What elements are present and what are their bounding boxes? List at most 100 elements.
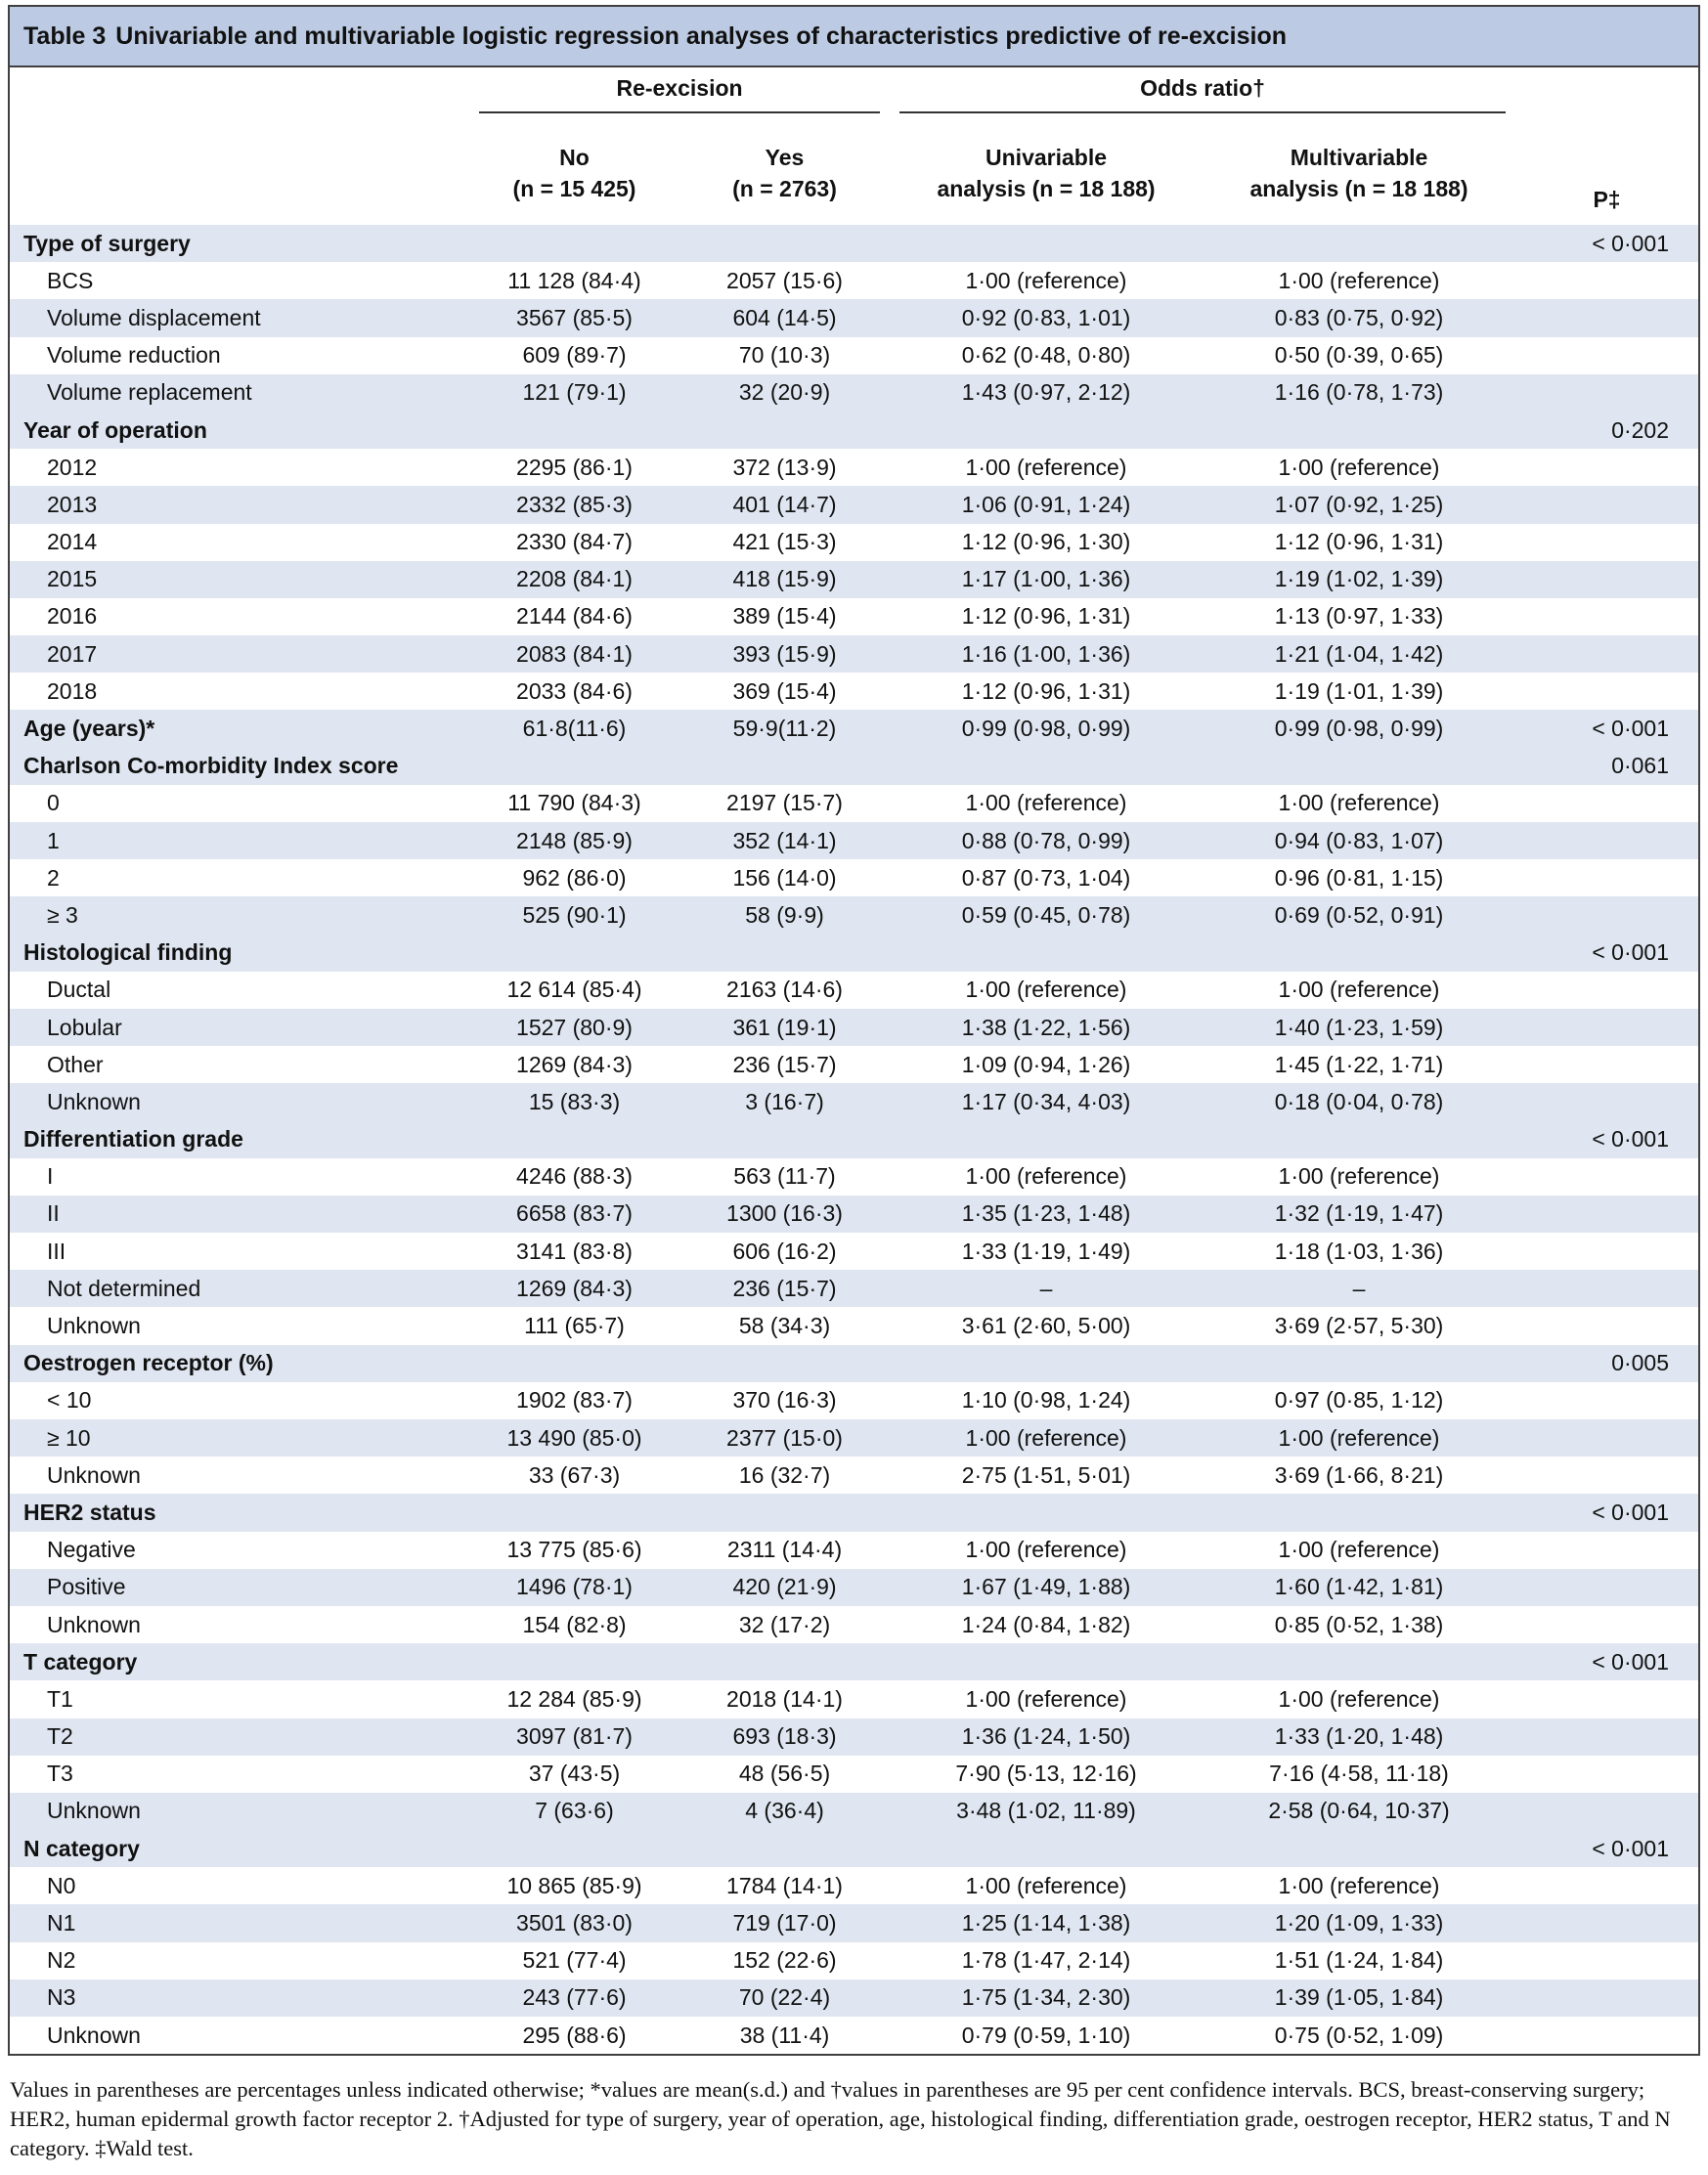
cell-univariable: 1·43 (0·97, 2·12) <box>890 373 1204 412</box>
cell-no: 2330 (84·7) <box>469 523 679 561</box>
cell-p-value <box>1515 1270 1699 1308</box>
cell-multivariable: 1·32 (1·19, 1·47) <box>1203 1195 1516 1234</box>
cell-p-value <box>1515 1008 1699 1047</box>
cell-p-value <box>1515 896 1699 935</box>
cell-univariable: 0·79 (0·59, 1·10) <box>890 2017 1204 2055</box>
cell-yes: 352 (14·1) <box>679 822 891 860</box>
table-body: Type of surgery < 0·001 BCS 11 128 (84·4) 20… <box>10 225 1699 2055</box>
cell-no: 243 (77·6) <box>469 1979 679 2017</box>
row-label: Charlson Co-morbidity Index score <box>10 747 469 785</box>
cell-p-value <box>1515 1457 1699 1495</box>
row-label: 2015 <box>10 560 469 598</box>
cell-multivariable: 0·85 (0·52, 1·38) <box>1203 1605 1516 1644</box>
cell-p-value <box>1515 784 1699 822</box>
cell-yes: 2057 (15·6) <box>679 262 891 300</box>
cell-multivariable: 1·16 (0·78, 1·73) <box>1203 373 1516 412</box>
table-row: T3 37 (43·5) 48 (56·5) 7·90 (5·13, 12·16) 7·… <box>10 1755 1699 1793</box>
row-label: T category <box>10 1643 469 1681</box>
table-row: 1 2148 (85·9) 352 (14·1) 0·88 (0·78, 0·99) 0… <box>10 822 1699 860</box>
cell-p-value <box>1515 1419 1699 1457</box>
cell-multivariable: 0·94 (0·83, 1·07) <box>1203 822 1516 860</box>
cell-p-value <box>1515 673 1699 711</box>
cell-multivariable: 1·00 (reference) <box>1203 1680 1516 1718</box>
cell-yes: 152 (22·6) <box>679 1941 891 1979</box>
cell-univariable: 1·12 (0·96, 1·31) <box>890 597 1204 636</box>
cell-univariable: 7·90 (5·13, 12·16) <box>890 1755 1204 1793</box>
row-label: T2 <box>10 1718 469 1756</box>
cell-yes: 2197 (15·7) <box>679 784 891 822</box>
cell-multivariable <box>1203 934 1516 972</box>
cell-yes: 421 (15·3) <box>679 523 891 561</box>
cell-univariable: 1·00 (reference) <box>890 971 1204 1009</box>
table-row: N3 243 (77·6) 70 (22·4) 1·75 (1·34, 2·30) 1·… <box>10 1979 1699 2017</box>
cell-yes: 2311 (14·4) <box>679 1531 891 1569</box>
cell-multivariable: 2·58 (0·64, 10·37) <box>1203 1792 1516 1831</box>
table-header: Re-excision Odds ratio† No (n = 15 425) Y… <box>10 67 1698 225</box>
header-multivariable: Multivariable analysis (n = 18 188) <box>1249 145 1468 201</box>
cell-p-value: < 0·001 <box>1515 1643 1699 1681</box>
cell-p-value <box>1515 299 1699 337</box>
row-label: Oestrogen receptor (%) <box>10 1344 469 1382</box>
header-group-reexcision: Re-excision <box>469 67 890 121</box>
table-row: I 4246 (88·3) 563 (11·7) 1·00 (reference) 1·… <box>10 1157 1699 1196</box>
row-label: 2016 <box>10 597 469 636</box>
table-row: Not determined 1269 (84·3) 236 (15·7) – – <box>10 1270 1699 1308</box>
row-label: Age (years)* <box>10 710 469 748</box>
cell-yes: 38 (11·4) <box>679 2017 891 2055</box>
cell-multivariable: 1·40 (1·23, 1·59) <box>1203 1008 1516 1047</box>
cell-univariable: 1·36 (1·24, 1·50) <box>890 1718 1204 1756</box>
table-title: Univariable and multivariable logistic r… <box>115 22 1287 50</box>
table-container: Table 3 Univariable and multivariable log… <box>8 5 1700 2163</box>
cell-univariable <box>890 411 1204 450</box>
cell-p-value <box>1515 1755 1699 1793</box>
cell-multivariable: 1·00 (reference) <box>1203 784 1516 822</box>
table-row: Unknown 15 (83·3) 3 (16·7) 1·17 (0·34, 4·03… <box>10 1083 1699 1121</box>
category-row: Year of operation 0·202 <box>10 411 1699 450</box>
row-label: 2013 <box>10 486 469 524</box>
cell-no <box>469 1344 679 1382</box>
cell-multivariable: 0·50 (0·39, 0·65) <box>1203 336 1516 374</box>
cell-p-value <box>1515 635 1699 674</box>
cell-p-value <box>1515 1195 1699 1234</box>
cell-univariable <box>890 747 1204 785</box>
cell-no: 3501 (83·0) <box>469 1904 679 1942</box>
row-label: II <box>10 1195 469 1234</box>
row-label: Positive <box>10 1568 469 1606</box>
cell-multivariable: 3·69 (1·66, 8·21) <box>1203 1457 1516 1495</box>
cell-multivariable: 1·60 (1·42, 1·81) <box>1203 1568 1516 1606</box>
table-row: Volume reduction 609 (89·7) 70 (10·3) 0·62 … <box>10 336 1699 374</box>
row-label: Year of operation <box>10 411 469 450</box>
category-row: Age (years)* 61·8(11·6) 59·9(11·2) 0·99 (0·… <box>10 710 1699 748</box>
cell-yes <box>679 225 891 263</box>
cell-no: 1496 (78·1) <box>469 1568 679 1606</box>
cell-multivariable: 1·07 (0·92, 1·25) <box>1203 486 1516 524</box>
table-row: Volume replacement 121 (79·1) 32 (20·9) 1·4… <box>10 373 1699 412</box>
cell-multivariable: 0·18 (0·04, 0·78) <box>1203 1083 1516 1121</box>
cell-p-value <box>1515 1531 1699 1569</box>
row-label: ≥ 3 <box>10 896 469 935</box>
cell-multivariable <box>1203 1643 1516 1681</box>
cell-univariable: 1·17 (1·00, 1·36) <box>890 560 1204 598</box>
table-row: Unknown 295 (88·6) 38 (11·4) 0·79 (0·59, 1·… <box>10 2017 1699 2055</box>
cell-no: 1269 (84·3) <box>469 1046 679 1084</box>
cell-no <box>469 934 679 972</box>
row-label: N category <box>10 1830 469 1868</box>
cell-yes: 370 (16·3) <box>679 1381 891 1419</box>
cell-yes <box>679 934 891 972</box>
cell-p-value <box>1515 1904 1699 1942</box>
cell-no <box>469 411 679 450</box>
cell-p-value <box>1515 523 1699 561</box>
cell-univariable: 1·67 (1·49, 1·88) <box>890 1568 1204 1606</box>
row-label: T3 <box>10 1755 469 1793</box>
cell-multivariable: – <box>1203 1270 1516 1308</box>
cell-no: 61·8(11·6) <box>469 710 679 748</box>
cell-yes: 606 (16·2) <box>679 1233 891 1271</box>
row-label: Lobular <box>10 1008 469 1047</box>
row-label: N0 <box>10 1867 469 1905</box>
cell-multivariable: 1·00 (reference) <box>1203 449 1516 487</box>
row-label: 2012 <box>10 449 469 487</box>
cell-p-value <box>1515 1941 1699 1979</box>
table-label: Table 3 <box>23 22 107 50</box>
cell-p-value: < 0·001 <box>1515 1120 1699 1158</box>
table-row: Other 1269 (84·3) 236 (15·7) 1·09 (0·94, 1·… <box>10 1046 1699 1084</box>
